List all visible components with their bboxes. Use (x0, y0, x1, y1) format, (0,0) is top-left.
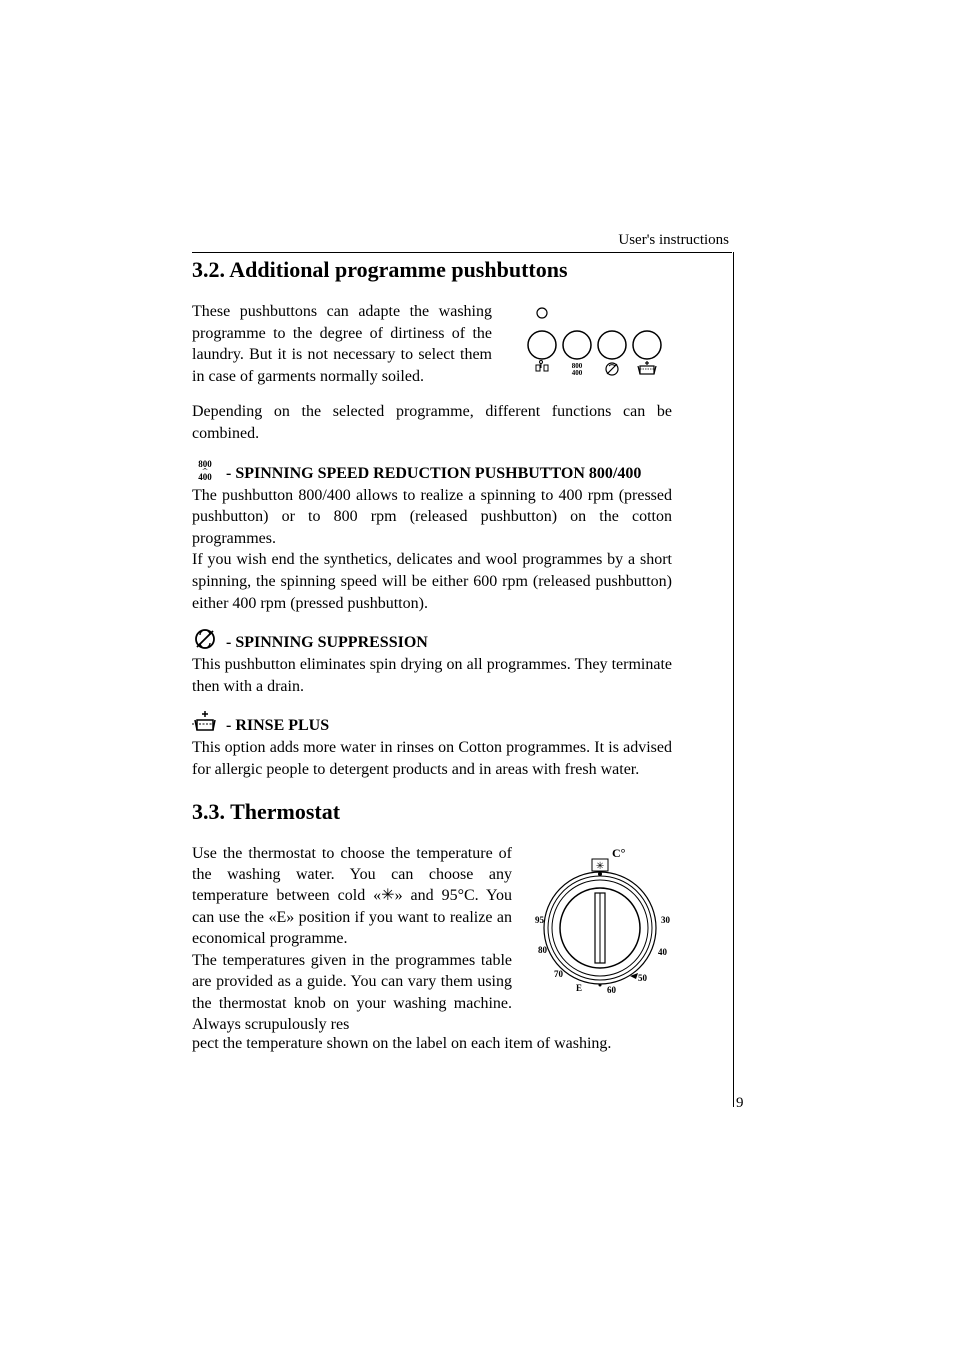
svg-text:50: 50 (638, 973, 648, 983)
spin-speed-p1: The pushbutton 800/400 allows to realize… (192, 485, 672, 550)
svg-text:70: 70 (554, 969, 564, 979)
pushbuttons-diagram: 800 400 (512, 301, 672, 381)
page-content: 3.2. Additional programme pushbuttons Th… (192, 235, 742, 1067)
thermostat-p1: Use the thermostat to choose the tempera… (192, 843, 512, 950)
page-number: 9 (736, 1095, 744, 1112)
svg-text:800: 800 (198, 459, 212, 469)
svg-text:C°: C° (612, 846, 626, 860)
svg-text:✳: ✳ (596, 861, 604, 872)
svg-text:400: 400 (572, 369, 583, 377)
spin-suppress-heading: - SPINNING SUPPRESSION (226, 634, 428, 652)
svg-text:30: 30 (661, 915, 671, 925)
depending-paragraph: Depending on the selected programme, dif… (192, 401, 672, 444)
svg-text:E: E (576, 983, 582, 993)
rinse-plus-p1: This option adds more water in rinses on… (192, 737, 672, 780)
thermostat-p2: The temperatures given in the programmes… (192, 950, 512, 1036)
spin-speed-p2: If you wish end the synthetics, delicate… (192, 549, 672, 614)
thermostat-p3: pect the temperature shown on the label … (192, 1033, 672, 1055)
intro-paragraph: These pushbuttons can adapte the washing… (192, 301, 492, 387)
rinse-plus-heading: - RINSE PLUS (226, 717, 329, 735)
svg-text:400: 400 (198, 472, 212, 482)
section-3-3-title: 3.3. Thermostat (192, 799, 672, 825)
svg-text:60: 60 (607, 985, 617, 995)
svg-text:40: 40 (658, 947, 668, 957)
thermostat-dial: C° ✳ 30 40 (532, 843, 672, 1036)
spin-suppress-p1: This pushbutton eliminates spin drying o… (192, 654, 672, 697)
spin-speed-heading: - SPINNING SPEED REDUCTION PUSHBUTTON 80… (226, 465, 641, 483)
thermostat-col: Use the thermostat to choose the tempera… (192, 843, 512, 1036)
section-3-2-title: 3.2. Additional programme pushbuttons (192, 257, 672, 283)
800-400-icon: 800 400 (192, 457, 218, 483)
svg-text:95: 95 (535, 915, 545, 925)
no-spin-icon (192, 626, 218, 652)
svg-text:80: 80 (538, 945, 548, 955)
rinse-plus-icon (192, 709, 218, 735)
